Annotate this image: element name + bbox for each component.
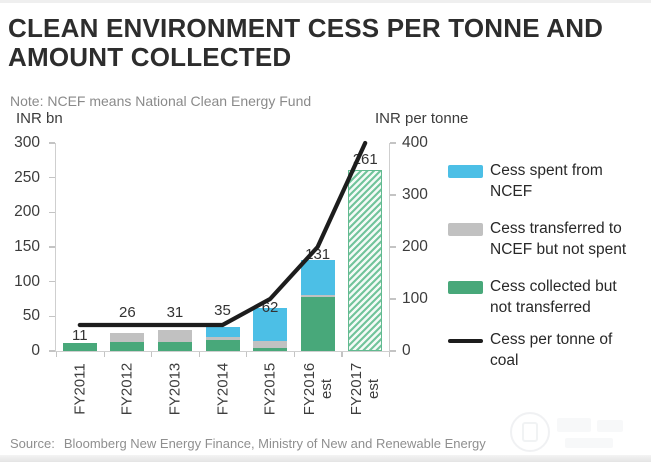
- legend-item-label: Cess transferred to NCEF but not spent: [490, 220, 627, 258]
- top-edge-strip: [0, 0, 651, 3]
- x-category-label: FY2016 est: [300, 362, 335, 416]
- x-category-label: FY2012: [118, 362, 136, 416]
- x-axis-baseline: [54, 351, 391, 353]
- x-axis-tick: [151, 351, 153, 357]
- left-axis-tick-label: 250: [14, 168, 40, 186]
- right-axis-tick-label: 200: [402, 238, 428, 255]
- left-axis-tick: [49, 211, 55, 213]
- chart-note: Note: NCEF means National Clean Energy F…: [10, 93, 312, 109]
- left-axis-tick-label: 150: [14, 238, 40, 255]
- bar-segment: [253, 308, 288, 342]
- legend-item: Cess transferred to NCEF but not spent: [448, 219, 626, 260]
- x-axis-tick: [341, 351, 343, 357]
- watermark-emblem-icon: [522, 422, 538, 442]
- legend-line-swatch-icon: [448, 339, 483, 343]
- left-axis-tick: [49, 350, 55, 352]
- legend-item: Cess spent from NCEF: [448, 161, 603, 202]
- bar-segment: [205, 326, 240, 338]
- right-axis-caption: INR per tonne: [375, 110, 469, 127]
- bar-value-label: 62: [261, 299, 279, 316]
- right-axis-tick: [389, 298, 396, 300]
- right-axis-tick-label: 300: [402, 186, 428, 203]
- bar-value-label: 11: [71, 327, 88, 344]
- watermark-circle-icon: [510, 412, 550, 452]
- bar-segment: [110, 332, 145, 342]
- right-axis-tick: [389, 142, 396, 144]
- x-axis-tick: [293, 351, 296, 357]
- right-axis-line: [389, 143, 391, 351]
- left-axis-caption: INR bn: [16, 110, 63, 127]
- x-category-label: FY2011: [71, 363, 89, 415]
- legend-item-label: Cess spent from NCEF: [490, 162, 603, 200]
- left-axis-tick: [49, 246, 55, 248]
- bar-value-label: 31: [166, 304, 184, 321]
- left-axis-tick-label: 0: [31, 342, 40, 359]
- legend-item: Cess per tonne of coal: [448, 330, 612, 371]
- right-axis-tick-label: 100: [402, 290, 428, 307]
- bar-value-label: 35: [214, 302, 231, 319]
- right-axis-tick-label: 400: [402, 134, 428, 151]
- bar-segment: [110, 341, 145, 351]
- cess-per-tonne-line: [77, 140, 368, 328]
- source-prefix: Source:: [10, 436, 55, 451]
- x-category-label: FY2013: [166, 362, 184, 416]
- bar-value-label: 26: [119, 304, 136, 321]
- x-category-label: FY2015: [261, 362, 279, 416]
- left-axis-tick: [49, 315, 55, 317]
- x-axis-tick: [389, 351, 391, 357]
- bar-segment: [300, 296, 335, 351]
- source-text: Bloomberg New Energy Finance, Ministry o…: [63, 436, 486, 451]
- left-axis-tick: [49, 281, 55, 283]
- bar-segment: [300, 294, 335, 297]
- bar-segment: [348, 170, 383, 351]
- x-category-label: FY2017 est: [348, 362, 383, 416]
- right-axis-tick: [389, 194, 396, 196]
- legend-item-label: Cess collected but not transferred: [490, 278, 617, 316]
- bar-segment: [253, 341, 288, 349]
- bar-segment: [157, 341, 192, 351]
- legend-item: Cess collected but not transferred: [448, 277, 617, 318]
- right-axis-tick: [389, 246, 396, 248]
- left-axis-tick-label: 100: [14, 272, 40, 290]
- left-axis-tick: [49, 177, 55, 179]
- x-category-label: FY2014: [214, 362, 231, 416]
- legend-color-swatch-icon: [448, 281, 483, 294]
- x-axis-tick: [246, 351, 248, 357]
- x-axis-tick: [198, 351, 200, 357]
- bottom-edge-strip: [0, 455, 651, 462]
- legend-item-label: Cess per tonne of coal: [490, 331, 613, 369]
- watermark-logo: [505, 408, 651, 456]
- bar-value-label: 131: [305, 246, 331, 263]
- chart-title: CLEAN ENVIRONMENT CESS PER TONNE AND AMO…: [8, 13, 604, 72]
- legend-color-swatch-icon: [448, 223, 483, 236]
- bar-segment: [62, 343, 97, 351]
- x-axis-tick: [103, 351, 105, 357]
- left-axis-tick-label: 200: [14, 203, 40, 221]
- right-axis-tick: [389, 350, 396, 352]
- left-axis-tick-label: 300: [14, 134, 40, 151]
- bar-segment: [157, 329, 192, 342]
- left-axis-line: [54, 143, 56, 351]
- left-axis-tick-label: 50: [22, 307, 40, 325]
- left-axis-tick: [49, 142, 55, 144]
- x-axis-tick: [56, 351, 58, 357]
- bar-segment: [205, 337, 240, 340]
- legend-color-swatch-icon: [448, 165, 483, 178]
- bar-segment: [300, 260, 335, 295]
- bar-segment: [205, 339, 240, 351]
- source-line: Source: Bloomberg New Energy Finance, Min…: [10, 436, 486, 451]
- bar-value-label: 261: [352, 151, 378, 168]
- bar-segment: [253, 348, 288, 351]
- right-axis-tick-label: 0: [402, 342, 411, 359]
